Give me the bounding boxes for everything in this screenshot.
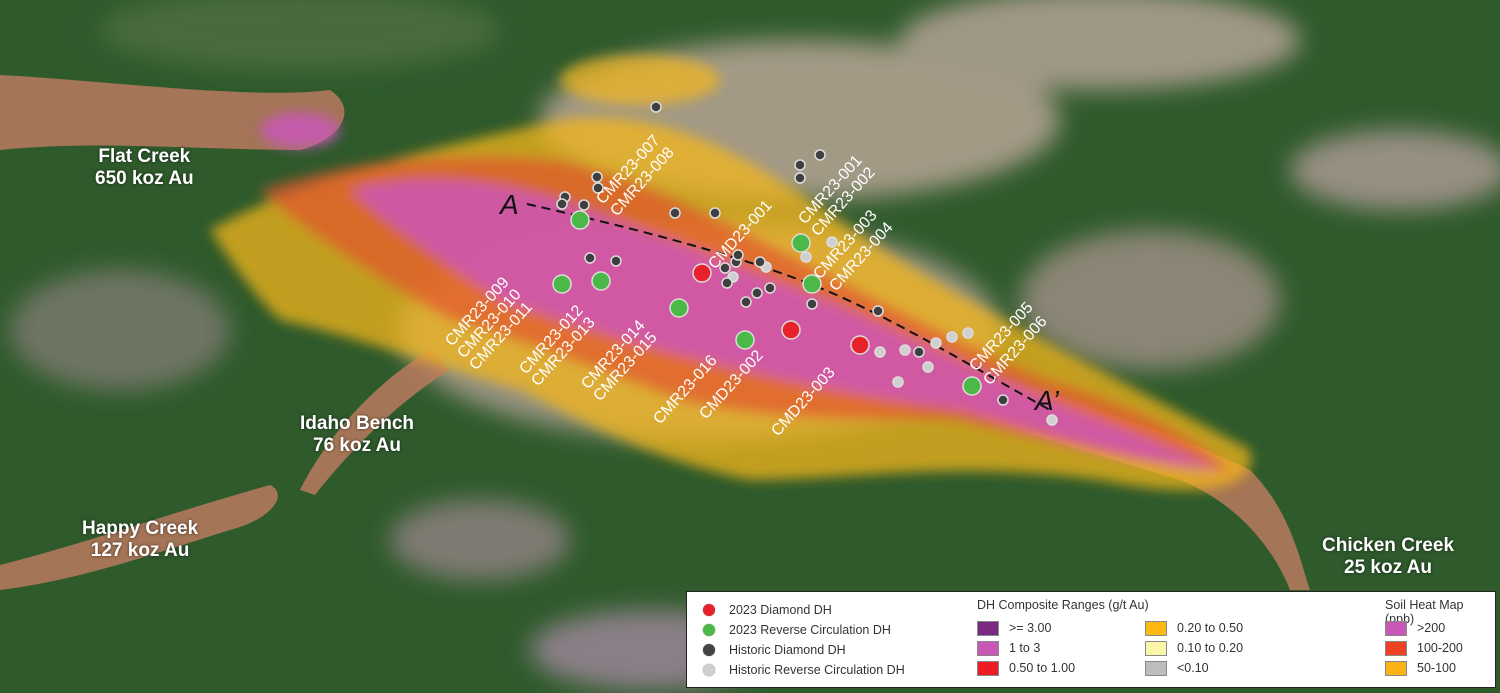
map-legend: 2023 Diamond DH 2023 Reverse Circulation… [686,591,1496,688]
rc-2023-dh-marker [791,233,811,253]
historic-diamond-dh-marker [872,305,884,317]
area-label-chicken-creek: Chicken Creek 25 koz Au [1322,535,1455,578]
swatch [1385,640,1407,656]
legend-item: Historic Reverse Circulation DH [703,660,905,680]
historic-diamond-dh-marker [709,207,721,219]
historic-rc-dh-marker [899,344,911,356]
legend-label: 0.10 to 0.20 [1177,641,1244,655]
historic-rc-dh-marker [946,331,958,343]
legend-label: 2023 Diamond DH [729,603,832,617]
historic-diamond-dh-marker [721,277,733,289]
legend-item: Historic Diamond DH [703,640,905,660]
diamond-2023-dh-marker [692,263,712,283]
area-label-idaho-bench: Idaho Bench 76 koz Au [300,413,415,456]
legend-label: Historic Diamond DH [729,643,846,657]
rc-2023-dh-marker [735,330,755,350]
swatch [1385,620,1407,636]
rc-2023-dh-marker [552,274,572,294]
dark-dot-icon [703,644,715,656]
area-label-happy-creek: Happy Creek 127 koz Au [82,518,199,561]
grey-dot-icon [703,664,715,676]
legend-item: 2023 Reverse Circulation DH [703,620,905,640]
historic-diamond-dh-marker [610,255,622,267]
historic-diamond-dh-marker [592,182,604,194]
rc-2023-dh-marker [802,274,822,294]
historic-diamond-dh-marker [669,207,681,219]
swatch [1145,620,1167,636]
legend-label: >200 [1417,621,1446,635]
historic-diamond-dh-marker [997,394,1009,406]
historic-diamond-dh-marker [578,199,590,211]
legend-label: 0.20 to 0.50 [1177,621,1244,635]
legend-label: <0.10 [1177,661,1209,675]
historic-rc-dh-marker [962,327,974,339]
legend-label: 50-100 [1417,661,1456,675]
rc-2023-dh-marker [591,271,611,291]
swatch [1145,640,1167,656]
section-end-label: A’ [1033,385,1060,416]
section-line [526,203,1051,411]
swatch [1145,660,1167,676]
historic-diamond-dh-marker [764,282,776,294]
historic-diamond-dh-marker [650,101,662,113]
legend-label: 100-200 [1417,641,1463,655]
historic-diamond-dh-marker [719,262,731,274]
rc-2023-dh-marker [962,376,982,396]
historic-diamond-dh-marker [556,198,568,210]
swatch [977,660,999,676]
rc-2023-dh-marker [669,298,689,318]
historic-diamond-dh-marker [591,171,603,183]
historic-rc-dh-marker [922,361,934,373]
legend-item: 2023 Diamond DH [703,600,905,620]
historic-diamond-dh-marker [794,172,806,184]
historic-rc-dh-marker [930,337,942,349]
historic-diamond-dh-marker [751,287,763,299]
red-dot-icon [703,604,715,616]
historic-rc-dh-marker [892,376,904,388]
rc-2023-dh-marker [570,210,590,230]
soil-legend-title: Soil Heat Map (ppb) [1385,598,1464,626]
historic-diamond-dh-marker [794,159,806,171]
section-start-label: A [498,189,519,220]
historic-diamond-dh-marker [913,346,925,358]
historic-diamond-dh-marker [806,298,818,310]
drillhole-markers [552,101,1058,426]
historic-diamond-dh-marker [740,296,752,308]
historic-diamond-dh-marker [584,252,596,264]
diamond-2023-dh-marker [781,320,801,340]
legend-label: Historic Reverse Circulation DH [729,663,905,677]
swatch [1385,660,1407,676]
historic-rc-dh-marker [826,236,838,248]
legend-label: >= 3.00 [1009,621,1052,635]
historic-rc-dh-marker [874,346,886,358]
swatch [977,640,999,656]
legend-label: 0.50 to 1.00 [1009,661,1076,675]
legend-label: 2023 Reverse Circulation DH [729,623,891,637]
green-dot-icon [703,624,715,636]
diamond-2023-dh-marker [850,335,870,355]
historic-rc-dh-marker [1046,414,1058,426]
historic-diamond-dh-marker [732,249,744,261]
historic-rc-dh-marker [800,251,812,263]
area-label-flat-creek: Flat Creek 650 koz Au [95,146,194,189]
historic-diamond-dh-marker [814,149,826,161]
legend-label: 1 to 3 [1009,641,1041,655]
composite-legend-title: DH Composite Ranges (g/t Au) [977,598,1149,612]
historic-diamond-dh-marker [754,256,766,268]
swatch [977,620,999,636]
